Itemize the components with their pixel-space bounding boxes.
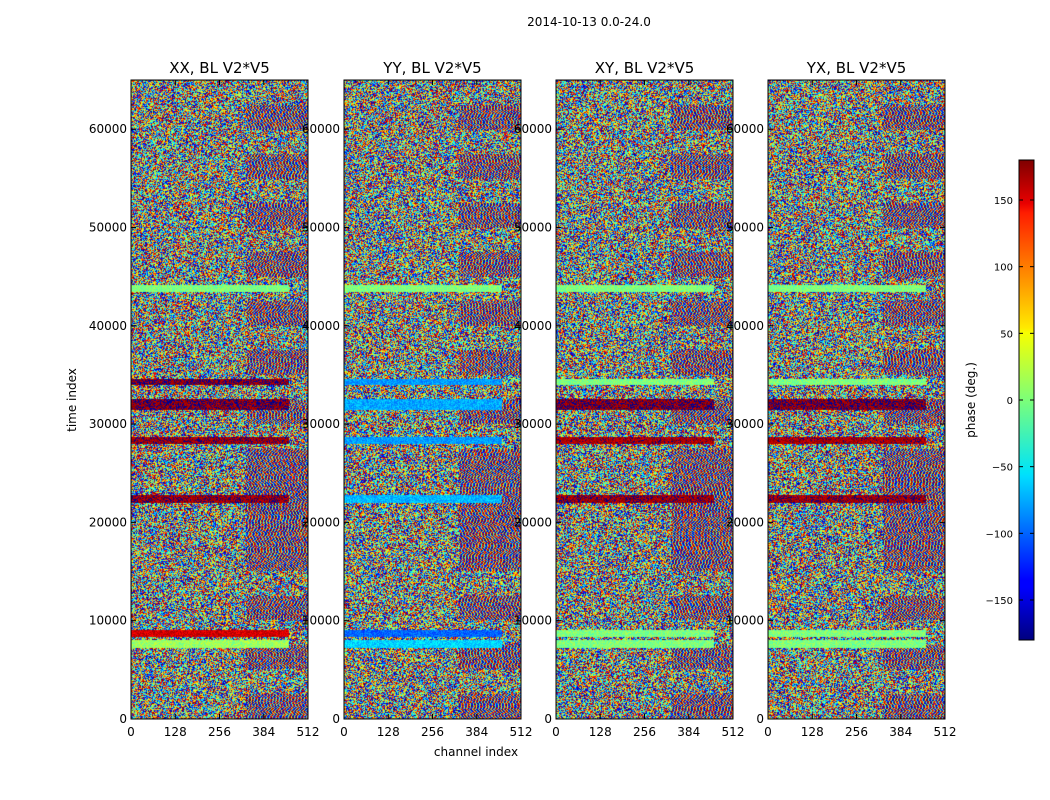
panel-xy: XY, BL V2*V5 0 128 256 384 512 0 10000 20000 3000…: [514, 59, 745, 739]
x-axis-label: channel index: [434, 745, 518, 759]
y-tick-label: 50000: [89, 220, 127, 234]
x-tick-label: 256: [421, 725, 444, 739]
y-tick-label: 10000: [726, 614, 764, 628]
heatmap-xx: [131, 80, 308, 719]
y-tick-label: 20000: [89, 515, 127, 529]
colorbar-tick-label: 50: [1000, 329, 1013, 340]
y-tick-label: 60000: [514, 122, 552, 136]
y-tick-label: 40000: [89, 319, 127, 333]
x-tick-label: 256: [633, 725, 656, 739]
heatmap-xy: [556, 80, 733, 719]
heatmap-yx: [768, 80, 945, 719]
x-tick-label: 512: [722, 725, 745, 739]
y-tick-label: 60000: [726, 122, 764, 136]
colorbar-tick-label: 0: [1007, 396, 1013, 407]
y-tick-label: 40000: [302, 319, 340, 333]
y-tick-label: 20000: [302, 515, 340, 529]
chart-suptitle: 2014-10-13 0.0-24.0: [527, 15, 651, 29]
y-tick-label: 50000: [726, 220, 764, 234]
y-tick-label: 30000: [89, 417, 127, 431]
x-tick-label: 0: [764, 725, 772, 739]
panel-title: XY, BL V2*V5: [595, 59, 695, 77]
y-tick-label: 50000: [514, 220, 552, 234]
colorbar-tick-label: −150: [986, 596, 1013, 607]
y-axis-label: time index: [65, 368, 79, 432]
heatmap-yy: [344, 80, 521, 719]
colorbar-tick-label: 100: [994, 263, 1013, 274]
colorbar: phase (deg.) −150 −100 −50 0 50 100 150: [964, 159, 1035, 641]
x-tick-label: 0: [127, 725, 135, 739]
y-tick-label: 10000: [514, 614, 552, 628]
y-tick-label: 60000: [89, 122, 127, 136]
panels: XX, BL V2*V5 0 128 256 384 512 0 10000 20000 3000…: [89, 59, 957, 739]
y-tick-label: 20000: [514, 515, 552, 529]
x-tick-label: 128: [589, 725, 612, 739]
x-tick-label: 384: [889, 725, 912, 739]
y-tick-label: 0: [119, 712, 127, 726]
x-tick-label: 512: [297, 725, 320, 739]
colorbar-label: phase (deg.): [964, 362, 978, 438]
y-tick-label: 30000: [726, 417, 764, 431]
y-tick-label: 0: [544, 712, 552, 726]
colorbar-tick-label: 150: [994, 196, 1013, 207]
colorbar-tick-label: −50: [992, 463, 1013, 474]
x-tick-label: 0: [340, 725, 348, 739]
y-tick-label: 0: [332, 712, 340, 726]
x-tick-label: 384: [465, 725, 488, 739]
x-tick-label: 0: [552, 725, 560, 739]
panel-title: YX, BL V2*V5: [806, 59, 907, 77]
y-tick-label: 40000: [514, 319, 552, 333]
y-tick-label: 30000: [514, 417, 552, 431]
colorbar-tick-label: −100: [986, 529, 1013, 540]
y-tick-label: 60000: [302, 122, 340, 136]
panel-title: YY, BL V2*V5: [382, 59, 481, 77]
x-tick-label: 256: [208, 725, 231, 739]
panel-xx: XX, BL V2*V5 0 128 256 384 512 0 10000 20000 3000…: [89, 59, 320, 739]
panel-yx: YX, BL V2*V5 0 128 256 384 512 0 10000 20000 3000…: [726, 59, 957, 739]
x-tick-label: 128: [377, 725, 400, 739]
y-tick-label: 0: [756, 712, 764, 726]
y-tick-label: 10000: [89, 614, 127, 628]
y-tick-label: 20000: [726, 515, 764, 529]
x-tick-label: 128: [801, 725, 824, 739]
y-tick-label: 50000: [302, 220, 340, 234]
panel-yy: YY, BL V2*V5 0 128 256 384 512 0 10000 20000 3000…: [302, 59, 533, 739]
x-tick-label: 512: [510, 725, 533, 739]
x-tick-label: 384: [252, 725, 275, 739]
panel-title: XX, BL V2*V5: [169, 59, 270, 77]
x-tick-label: 128: [164, 725, 187, 739]
x-tick-label: 256: [845, 725, 868, 739]
y-tick-label: 30000: [302, 417, 340, 431]
x-tick-label: 384: [677, 725, 700, 739]
x-tick-label: 512: [934, 725, 957, 739]
y-tick-label: 40000: [726, 319, 764, 333]
y-tick-label: 10000: [302, 614, 340, 628]
